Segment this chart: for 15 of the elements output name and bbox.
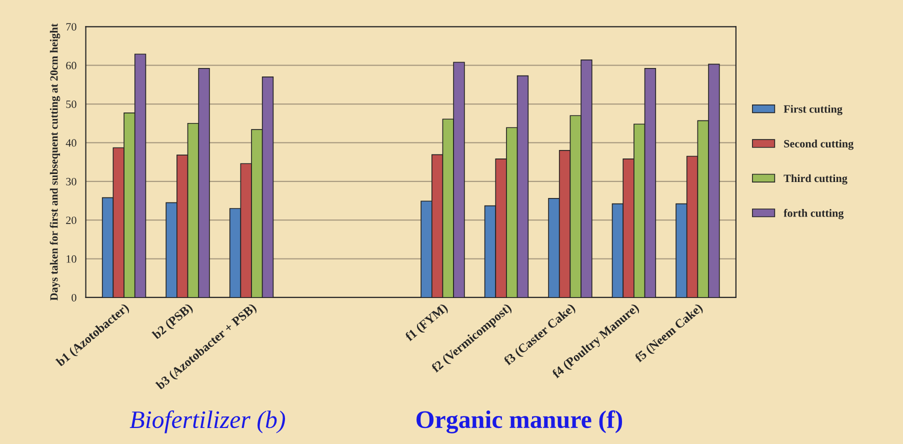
y-tick-label: 70	[66, 23, 76, 31]
legend-label: Third cutting	[784, 174, 848, 184]
y-tick-label: 40	[66, 139, 76, 147]
y-tick-label: 50	[66, 100, 76, 108]
y-tick-label: 30	[66, 178, 76, 186]
y-tick-label: 20	[66, 216, 76, 224]
legend-label: Second cutting	[784, 140, 854, 150]
legend-label: forth cutting	[784, 208, 844, 220]
legend-label: First cutting	[784, 104, 842, 116]
y-tick-label: 0	[72, 294, 76, 302]
text: Biofertilizer (b)	[130, 410, 286, 434]
y-tick-label: 60	[66, 62, 76, 70]
text: Organic manure (f)	[416, 410, 622, 434]
y-tick-label: 10	[66, 255, 76, 263]
y-axis-title: Days taken for first and subsequent cutting at 20cm height	[50, 23, 60, 301]
